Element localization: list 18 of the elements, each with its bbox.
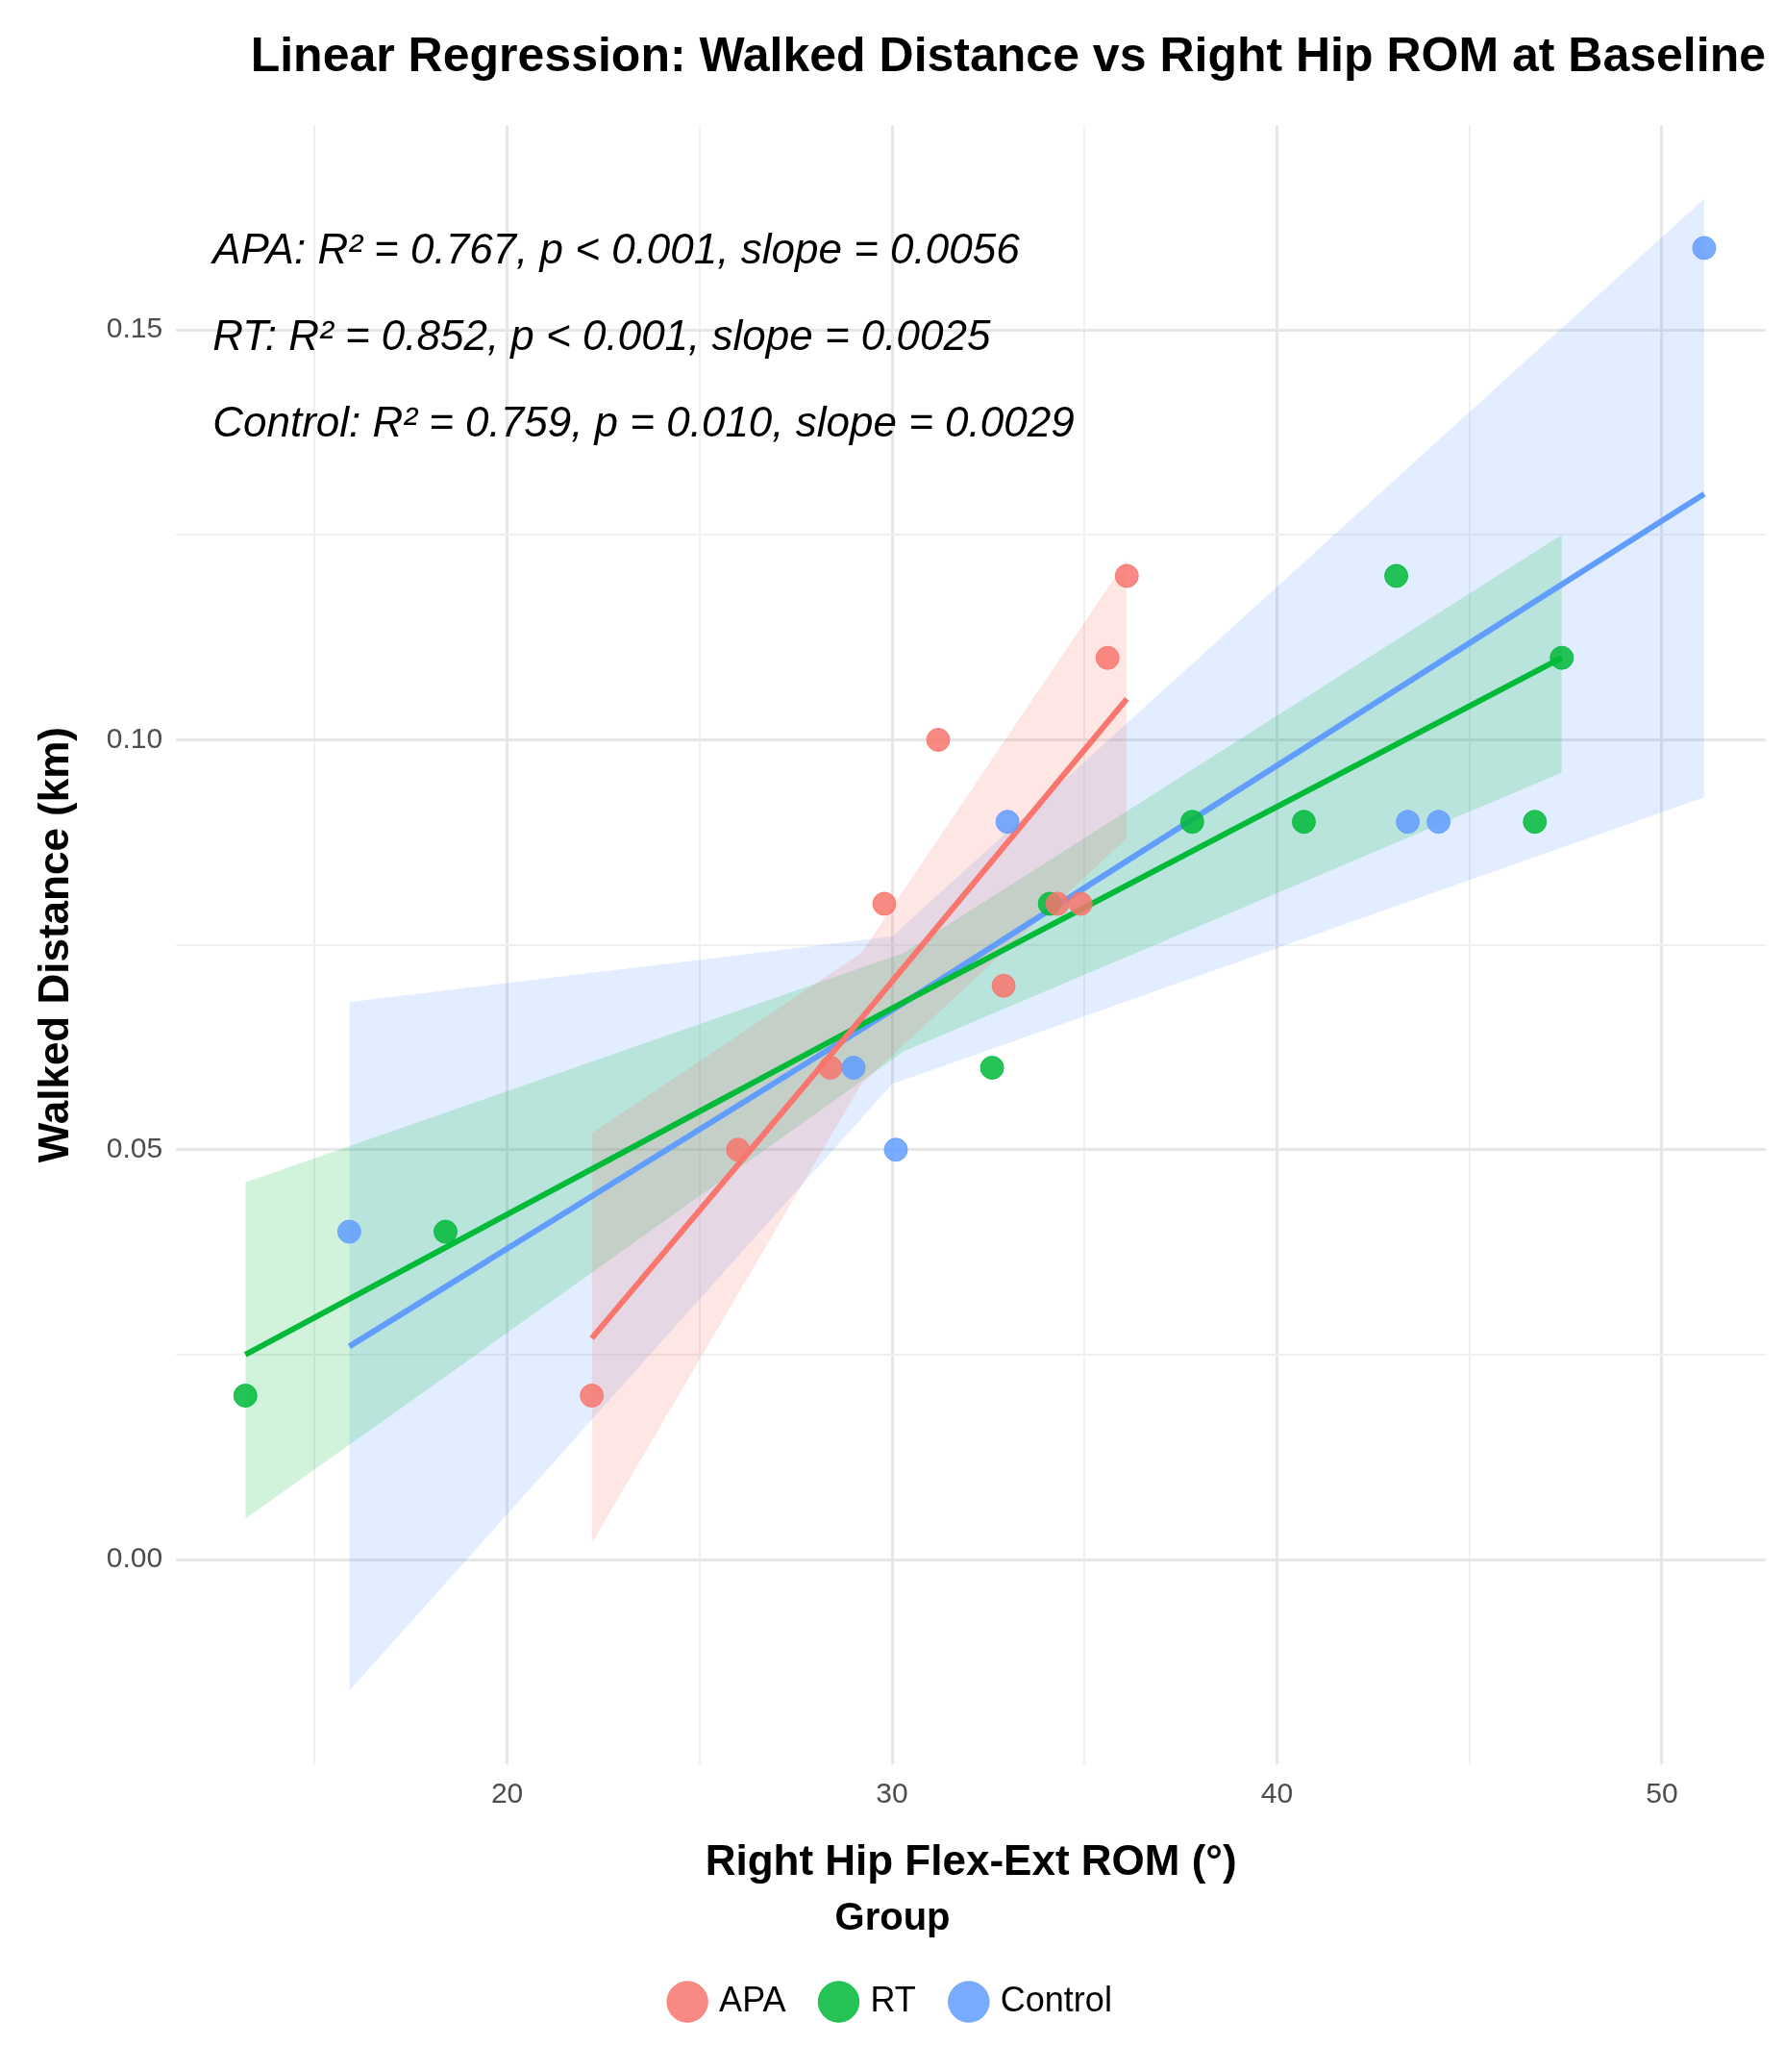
- annotation: RT: R² = 0.852, p < 0.001, slope = 0.0025: [212, 312, 991, 360]
- x-axis-title: Right Hip Flex-Ext ROM (°): [705, 1835, 1237, 1884]
- y-tick-label: 0.10: [106, 721, 163, 754]
- y-axis-title: Walked Distance (km): [29, 727, 77, 1163]
- y-tick-label: 0.05: [106, 1132, 163, 1164]
- x-tick-label: 30: [876, 1777, 908, 1810]
- legend-label: RT: [870, 1979, 916, 2019]
- x-tick-label: 50: [1646, 1777, 1678, 1810]
- legend-label: Control: [1000, 1979, 1112, 2019]
- legend-title: Group: [834, 1895, 951, 1938]
- y-tick-label: 0.00: [106, 1541, 163, 1574]
- chart-title: Linear Regression: Walked Distance vs Right Hip ROM at Baseline: [250, 27, 1766, 82]
- annotation: Control: R² = 0.759, p = 0.010, slope = 0.0029: [212, 398, 1075, 446]
- legend-label: APA: [719, 1979, 786, 2019]
- x-tick-label: 20: [490, 1777, 524, 1810]
- x-tick-label: 40: [1260, 1777, 1294, 1810]
- y-tick-label: 0.15: [106, 312, 163, 344]
- annotation: APA: R² = 0.767, p < 0.001, slope = 0.0056: [210, 225, 1021, 273]
